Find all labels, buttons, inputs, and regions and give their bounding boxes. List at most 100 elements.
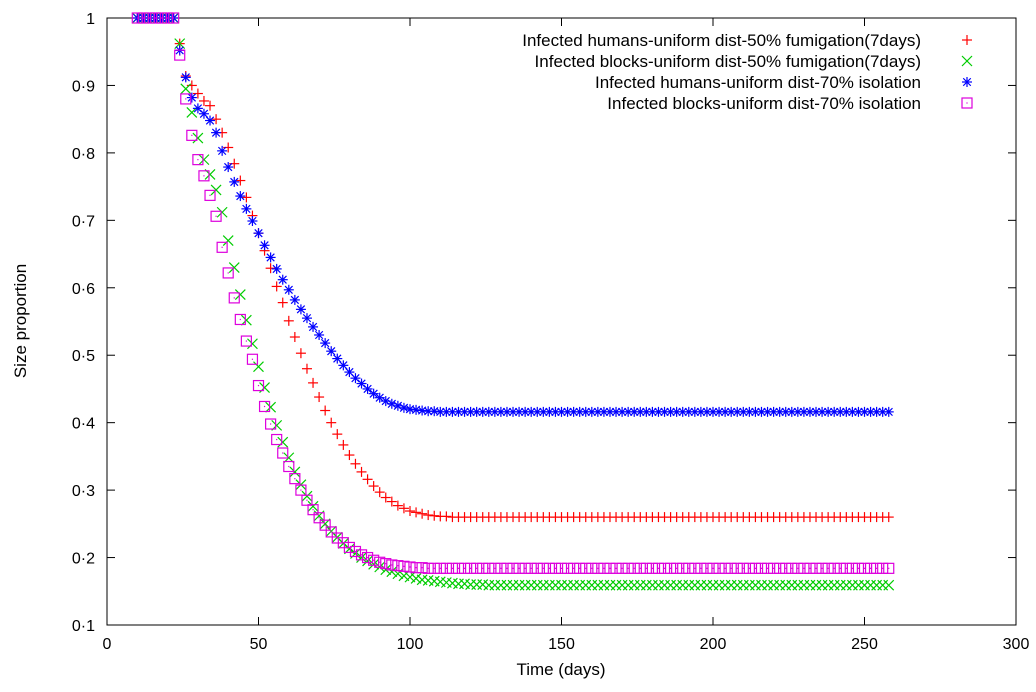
data-point — [143, 12, 156, 24]
data-point — [852, 562, 865, 574]
data-point — [628, 579, 640, 591]
data-point — [380, 564, 392, 576]
data-point — [471, 579, 483, 590]
legend-marker — [962, 35, 972, 45]
legend-label: Infected blocks-uniform dist-50% fumigat… — [535, 52, 921, 71]
y-tick-label: 0·3 — [72, 483, 95, 500]
data-point — [380, 558, 392, 570]
y-tick-label: 0·6 — [72, 281, 95, 298]
data-point — [792, 579, 804, 591]
data-point — [574, 579, 586, 591]
x-tick-label: 150 — [548, 636, 575, 653]
data-point — [295, 484, 307, 496]
data-point — [283, 460, 295, 473]
data-point — [719, 579, 731, 591]
data-point — [289, 332, 300, 343]
data-point — [210, 210, 222, 222]
data-point — [646, 562, 659, 574]
legend-marker — [961, 97, 973, 109]
data-point — [586, 579, 598, 591]
data-point — [658, 562, 671, 574]
data-point — [495, 406, 506, 417]
data-point — [646, 579, 658, 591]
data-point — [361, 551, 374, 564]
data-point — [405, 506, 415, 517]
data-point — [404, 561, 416, 573]
data-point — [846, 562, 858, 574]
data-point — [489, 562, 501, 574]
data-point — [289, 294, 300, 305]
data-point — [440, 562, 452, 574]
x-tick-label: 200 — [700, 636, 727, 653]
legend: Infected humans-uniform dist-50% fumigat… — [522, 31, 973, 113]
data-point — [149, 12, 162, 24]
data-point — [483, 579, 495, 591]
data-point — [519, 562, 531, 574]
data-point — [610, 562, 622, 574]
data-point — [228, 262, 240, 273]
data-point — [356, 552, 367, 563]
y-tick-label: 1 — [86, 11, 95, 28]
data-point — [222, 267, 234, 279]
data-point — [622, 579, 634, 591]
data-point — [707, 579, 719, 591]
data-point — [755, 562, 768, 574]
data-point — [640, 579, 652, 591]
data-point — [647, 406, 658, 417]
data-point — [204, 189, 216, 201]
data-point — [611, 406, 622, 417]
data-point — [834, 579, 846, 591]
legend-label: Infected blocks-uniform dist-70% isolati… — [607, 94, 921, 113]
data-point — [277, 297, 288, 308]
x-tick-label: 250 — [851, 636, 878, 653]
data-point — [386, 559, 398, 571]
x-tick-label: 100 — [397, 636, 424, 653]
data-point — [555, 562, 568, 574]
data-point — [217, 145, 228, 156]
data-point — [477, 562, 489, 574]
data-point — [592, 579, 604, 591]
data-point — [822, 579, 834, 591]
data-point — [350, 458, 361, 469]
data-point — [671, 579, 683, 591]
data-point — [180, 93, 192, 105]
data-point — [756, 406, 767, 417]
data-point — [398, 503, 409, 514]
data-point — [725, 562, 737, 574]
data-point — [804, 562, 816, 574]
data-point — [659, 579, 670, 591]
data-point — [332, 353, 343, 364]
data-point — [531, 562, 543, 574]
data-point — [549, 562, 562, 574]
data-point — [792, 406, 803, 417]
data-point — [410, 562, 422, 574]
data-point — [629, 406, 640, 417]
data-point — [320, 338, 331, 349]
data-point — [871, 579, 883, 591]
data-point — [846, 579, 858, 591]
data-point — [828, 579, 840, 591]
data-point — [610, 579, 622, 591]
data-point — [725, 579, 737, 591]
data-point — [726, 406, 737, 417]
data-point — [277, 436, 289, 448]
data-point — [749, 562, 762, 574]
data-point — [446, 562, 459, 574]
data-point — [767, 562, 780, 574]
data-point — [259, 240, 270, 251]
data-point — [235, 191, 246, 202]
data-point — [768, 579, 780, 591]
data-point — [162, 12, 174, 24]
series-asterisk — [132, 13, 894, 417]
data-point — [205, 115, 216, 126]
data-point — [719, 562, 731, 574]
y-axis-label: Size proportion — [11, 264, 30, 378]
data-point — [786, 562, 798, 574]
data-point — [743, 562, 755, 574]
data-point — [634, 562, 646, 574]
data-point — [859, 579, 870, 591]
data-point — [229, 176, 240, 187]
data-point — [883, 512, 894, 523]
data-point — [871, 562, 883, 574]
data-point — [247, 216, 258, 227]
